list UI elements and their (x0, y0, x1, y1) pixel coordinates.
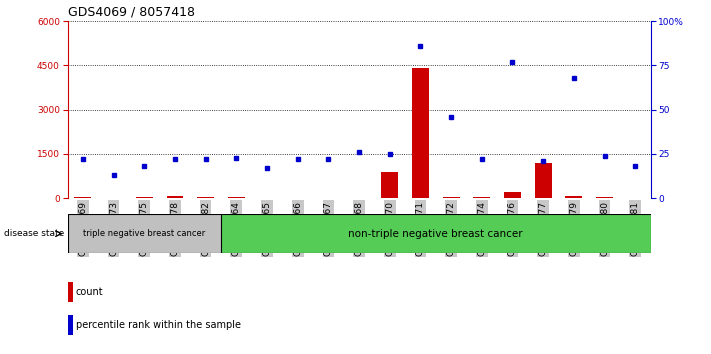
Text: disease state: disease state (4, 229, 64, 238)
Bar (381, 172, 398, 198)
Bar (565, 196, 582, 198)
Bar (68, 281, 73, 302)
Text: GDS4069 / 8057418: GDS4069 / 8057418 (68, 6, 195, 19)
Bar (535, 163, 552, 198)
Bar (504, 192, 521, 198)
Bar (412, 68, 429, 198)
Bar (228, 197, 245, 198)
Text: percentile rank within the sample: percentile rank within the sample (75, 320, 240, 330)
Text: count: count (75, 287, 103, 297)
Bar (68, 214, 221, 253)
Bar (596, 197, 613, 198)
Text: triple negative breast cancer: triple negative breast cancer (83, 229, 205, 238)
Bar (166, 196, 183, 198)
Bar (68, 315, 73, 335)
Text: non-triple negative breast cancer: non-triple negative breast cancer (348, 229, 523, 239)
Bar (221, 214, 651, 253)
